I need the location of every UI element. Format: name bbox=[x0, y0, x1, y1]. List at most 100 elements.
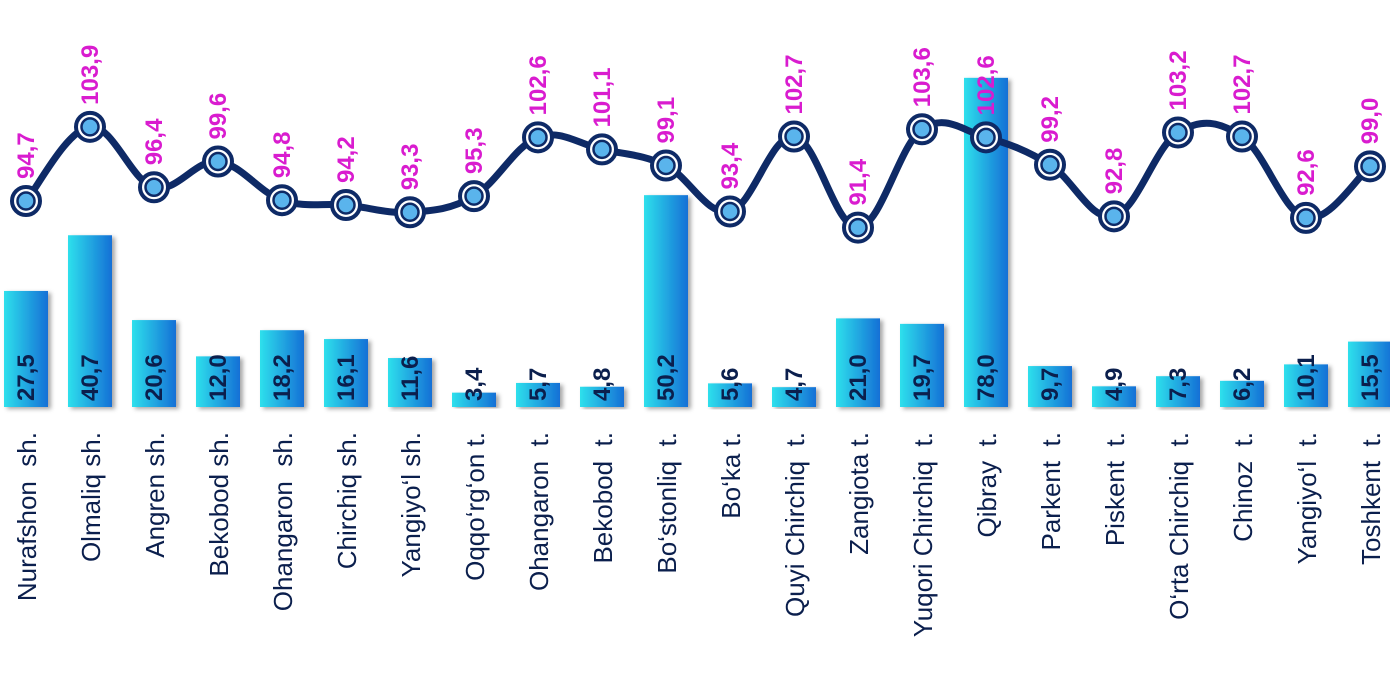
line-point-14 bbox=[906, 113, 938, 146]
bar-value-label-17: 4,9 bbox=[1101, 368, 1128, 401]
line-point-9 bbox=[586, 133, 618, 166]
bar-value-label-10: 50,2 bbox=[653, 354, 680, 401]
category-label-14: Yuqori Chirchiq t. bbox=[908, 432, 938, 637]
bar-value-label-5: 16,1 bbox=[333, 354, 360, 401]
bar-value-label-9: 4,8 bbox=[589, 368, 616, 401]
line-point-2 bbox=[138, 171, 170, 204]
category-axis-labels: Nurafshon sh. Olmaliq sh. Angren sh. Bekobo… bbox=[12, 432, 1386, 637]
line-value-label-9: 101,1 bbox=[589, 67, 616, 127]
bar-1 bbox=[68, 235, 112, 407]
category-label-1: Olmaliq sh. bbox=[76, 432, 106, 562]
bar-value-label-16: 9,7 bbox=[1037, 368, 1064, 401]
bar-value-label-3: 12,0 bbox=[205, 354, 232, 401]
line-point-12 bbox=[778, 120, 810, 153]
bar-value-label-15: 78,0 bbox=[973, 354, 1000, 401]
line-value-label-10: 99,1 bbox=[653, 97, 680, 144]
line-series bbox=[10, 110, 1386, 244]
bar-10 bbox=[644, 195, 688, 407]
category-label-9: Bekobod t. bbox=[588, 432, 618, 564]
line-point-15 bbox=[970, 121, 1002, 154]
category-label-12: Quyi Chirchiq t. bbox=[780, 432, 810, 617]
bar-3 bbox=[196, 356, 240, 407]
line-value-label-16: 99,2 bbox=[1037, 96, 1064, 143]
line-value-label-17: 92,8 bbox=[1101, 148, 1128, 195]
bar-value-label-1: 40,7 bbox=[77, 354, 104, 401]
bar-7 bbox=[452, 392, 496, 407]
category-label-13: Zangiota t. bbox=[844, 432, 874, 555]
bar-value-label-6: 11,6 bbox=[397, 356, 424, 401]
line-point-8 bbox=[522, 121, 554, 154]
category-label-6: Yangiyo‘l sh. bbox=[396, 432, 426, 578]
bar-value-label-19: 6,2 bbox=[1229, 368, 1256, 401]
line-value-label-19: 102,7 bbox=[1229, 54, 1256, 114]
bar-value-label-7: 3,4 bbox=[461, 367, 488, 401]
bar-20 bbox=[1284, 364, 1328, 407]
category-label-4: Ohangaron sh. bbox=[268, 432, 298, 611]
bar-data-labels: 27,5 40,7 20,6 12,0 18,2 16,1 11,6 3,4 5,7 4,8 50,… bbox=[13, 354, 1384, 401]
bar-value-label-21: 15,5 bbox=[1357, 354, 1384, 401]
category-label-0: Nurafshon sh. bbox=[12, 432, 42, 601]
line-point-13 bbox=[842, 211, 874, 244]
line-point-20 bbox=[1290, 201, 1322, 234]
bar-6 bbox=[388, 358, 432, 407]
line-value-label-15: 102,6 bbox=[973, 55, 1000, 115]
bar-21 bbox=[1348, 341, 1390, 407]
line-point-10 bbox=[650, 149, 682, 182]
line-point-1 bbox=[74, 110, 106, 143]
line-point-5 bbox=[330, 189, 362, 222]
line-value-label-6: 93,3 bbox=[397, 144, 424, 191]
bar-value-label-8: 5,7 bbox=[525, 368, 552, 401]
bar-value-label-18: 7,3 bbox=[1165, 368, 1192, 401]
line-value-label-18: 103,2 bbox=[1165, 50, 1192, 110]
category-label-18: O‘rta Chirchiq t. bbox=[1164, 432, 1194, 620]
line-value-label-12: 102,7 bbox=[781, 54, 808, 114]
line-value-label-0: 94,7 bbox=[13, 132, 40, 179]
line-value-label-20: 92,6 bbox=[1293, 149, 1320, 196]
bar-8 bbox=[516, 382, 560, 407]
bar-value-label-4: 18,2 bbox=[269, 354, 296, 401]
bar-13 bbox=[836, 318, 880, 407]
category-label-17: Piskent t. bbox=[1100, 432, 1130, 546]
bar-0 bbox=[4, 290, 48, 407]
line-point-6 bbox=[394, 196, 426, 229]
bar-2 bbox=[132, 320, 176, 407]
line-value-label-5: 94,2 bbox=[333, 136, 360, 183]
category-label-8: Ohangaron t. bbox=[524, 432, 554, 591]
category-label-15: Qibray t. bbox=[972, 432, 1002, 537]
line-point-7 bbox=[458, 180, 490, 213]
bar-16 bbox=[1028, 366, 1072, 407]
line-value-label-11: 93,4 bbox=[717, 142, 744, 189]
bar-value-label-12: 4,7 bbox=[781, 368, 808, 401]
bar-value-label-11: 5,6 bbox=[717, 368, 744, 401]
category-label-20: Yangiyo‘l t. bbox=[1292, 432, 1322, 564]
line-value-label-8: 102,6 bbox=[525, 55, 552, 115]
line-value-label-2: 96,4 bbox=[141, 118, 168, 165]
line-value-label-13: 91,4 bbox=[845, 158, 872, 205]
bar-9 bbox=[580, 386, 624, 407]
line-point-16 bbox=[1034, 148, 1066, 181]
category-label-3: Bekobod sh. bbox=[204, 432, 234, 577]
bar-12 bbox=[772, 387, 816, 407]
line-data-labels: 94,7 103,9 96,4 99,6 94,8 94,2 93,3 95,3 102,6 10… bbox=[13, 45, 1384, 206]
category-label-11: Bo‘ka t. bbox=[716, 432, 746, 519]
line-point-17 bbox=[1098, 200, 1130, 233]
bar-19 bbox=[1220, 380, 1264, 407]
line-value-label-21: 99,0 bbox=[1357, 98, 1384, 145]
line-value-label-7: 95,3 bbox=[461, 127, 488, 174]
line-point-19 bbox=[1226, 120, 1258, 153]
category-label-19: Chinoz t. bbox=[1228, 432, 1258, 542]
line-point-18 bbox=[1162, 116, 1194, 149]
category-label-16: Parkent t. bbox=[1036, 432, 1066, 551]
bar-4 bbox=[260, 330, 304, 407]
bar-18 bbox=[1156, 376, 1200, 407]
bar-17 bbox=[1092, 386, 1136, 407]
line-value-label-4: 94,8 bbox=[269, 131, 296, 178]
line-point-21 bbox=[1354, 150, 1386, 183]
line-value-label-1: 103,9 bbox=[77, 45, 104, 105]
line-point-11 bbox=[714, 195, 746, 228]
category-label-2: Angren sh. bbox=[140, 432, 170, 558]
bar-value-label-2: 20,6 bbox=[141, 354, 168, 401]
line-point-3 bbox=[202, 145, 234, 178]
line-value-label-3: 99,6 bbox=[205, 93, 232, 140]
